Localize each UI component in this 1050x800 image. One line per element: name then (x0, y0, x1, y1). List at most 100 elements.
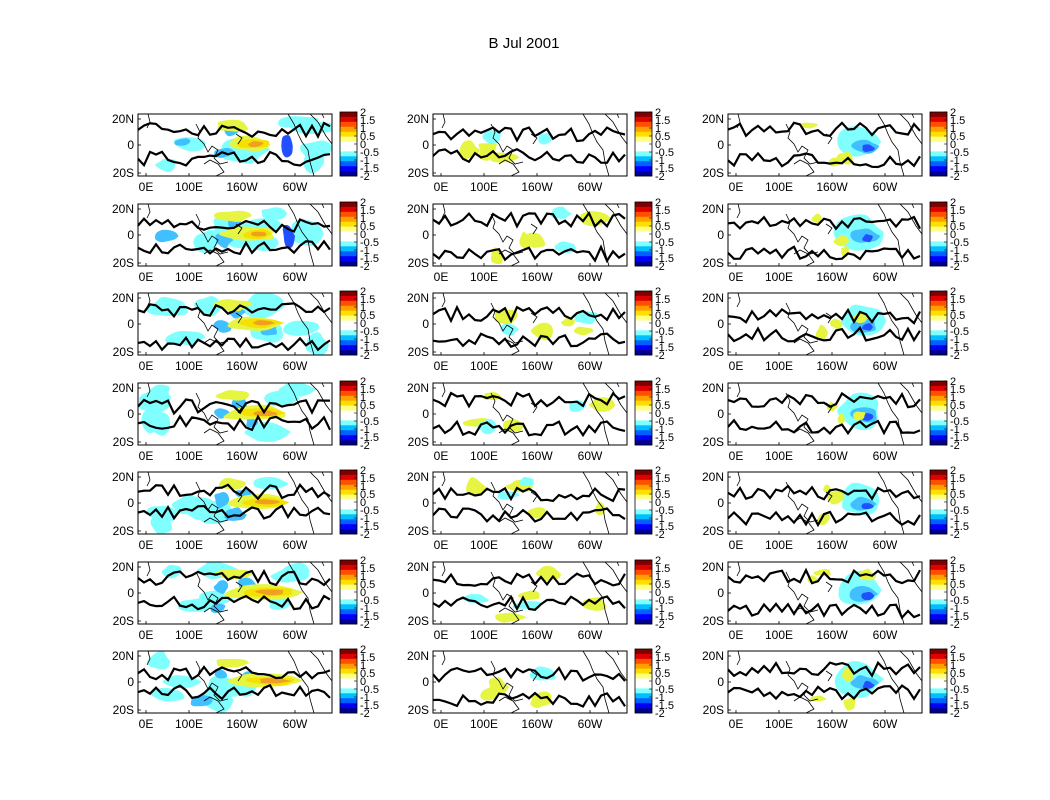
coastline (736, 651, 741, 666)
colorbar-tick-label: 2 (950, 107, 956, 119)
zero-contour (138, 414, 331, 432)
anomaly-region (561, 317, 576, 327)
map-panel-r6c2: 20N 0 20S 0E 100E 160W 60W (407, 560, 628, 642)
zero-contour (433, 126, 626, 143)
coastline (235, 223, 243, 235)
colorbar-swatch (930, 340, 947, 346)
colorbar-swatch (340, 569, 357, 576)
colorbar-tick-label: -1 (655, 603, 665, 615)
colorbar-swatch (340, 241, 357, 247)
coastline (309, 114, 332, 145)
colorbar-tick-label: 2 (655, 644, 661, 656)
colorbar-tick-label: 0.5 (655, 668, 670, 680)
colorbar-swatch (340, 226, 357, 232)
colorbar-swatch (930, 420, 947, 426)
colorbar-tick-label: 2 (950, 197, 956, 209)
colorbar-tick-label: 0 (655, 497, 661, 509)
colorbar-swatch (930, 236, 947, 242)
coastline (235, 491, 243, 503)
anomaly-region (843, 697, 856, 711)
colorbar-swatch (635, 584, 652, 590)
colorbar: 21.510.50-0.5-1-1.5-2 (929, 107, 969, 183)
x-tick-label: 0E (729, 270, 744, 284)
colorbar-swatch (930, 136, 947, 142)
coastline (582, 204, 610, 266)
colorbar-swatch (340, 663, 357, 669)
colorbar-swatch (930, 295, 947, 302)
y-tick-label: 20S (703, 524, 724, 538)
colorbar: 21.510.50-0.5-1-1.5-2 (339, 376, 379, 452)
colorbar-tick-label: 0 (360, 229, 366, 241)
x-tick-label: 160W (226, 270, 258, 284)
anomaly-region (264, 390, 300, 406)
coastline (616, 293, 620, 298)
colorbar-tick-label: -1 (950, 245, 960, 257)
coastline (530, 223, 538, 235)
y-tick-label: 0 (422, 586, 429, 600)
x-tick-label: 160W (226, 359, 258, 373)
x-tick-label: 100E (175, 359, 203, 373)
anomaly-region (237, 293, 284, 320)
colorbar-tick-label: 1.5 (950, 563, 965, 575)
colorbar-tick-label: 2 (950, 555, 956, 567)
colorbar-tick-label: 2 (655, 107, 661, 119)
colorbar-tick-label: 1 (360, 660, 366, 672)
x-tick-label: 100E (175, 538, 203, 552)
y-tick-label: 0 (717, 675, 724, 689)
colorbar-swatch (340, 474, 357, 481)
x-tick-label: 160W (521, 449, 553, 463)
anomaly-region (214, 668, 228, 679)
x-tick-label: 0E (139, 717, 154, 731)
coastline (235, 670, 243, 682)
colorbar-tick-label: 2 (950, 644, 956, 656)
anomaly-region (551, 206, 573, 219)
colorbar-swatch (930, 688, 947, 694)
coastline (899, 293, 922, 324)
colorbar-swatch (340, 261, 357, 267)
colorbar-swatch (340, 236, 357, 242)
map-panel-r2c1: 20N 0 20S 0E 100E 160W 60W (112, 202, 333, 284)
colorbar-swatch (930, 126, 947, 132)
colorbar-tick-label: 0 (360, 587, 366, 599)
colorbar-tick-label: 1.5 (950, 294, 965, 306)
x-tick-label: 60W (578, 538, 603, 552)
anomaly-region (589, 397, 616, 412)
colorbar-swatch (340, 658, 357, 665)
x-tick-label: 0E (434, 538, 449, 552)
colorbar-tick-label: -0.5 (950, 505, 969, 517)
colorbar-swatch (930, 519, 947, 525)
coastline (582, 383, 610, 445)
colorbar-tick-label: -0.5 (950, 416, 969, 428)
colorbar-tick-label: 1.5 (950, 473, 965, 485)
colorbar-swatch (930, 484, 947, 490)
colorbar-swatch (635, 519, 652, 525)
colorbar-tick-label: 0 (655, 229, 661, 241)
colorbar-swatch (635, 395, 652, 401)
zero-contour (433, 147, 626, 164)
colorbar-swatch (635, 146, 652, 152)
colorbar-swatch (340, 131, 357, 137)
coastline (490, 302, 524, 344)
colorbar: 21.510.50-0.5-1-1.5-2 (339, 197, 379, 273)
anomaly-region (488, 677, 510, 695)
anomaly-region (801, 122, 818, 129)
y-tick-label: 20S (703, 435, 724, 449)
anomaly-region (530, 700, 546, 708)
colorbar: 21.510.50-0.5-1-1.5-2 (634, 644, 674, 720)
map-panel-r5c3: 20N 0 20S 0E 100E 160W 60W (702, 470, 923, 552)
colorbar-swatch (930, 395, 947, 401)
y-tick-label: 0 (422, 228, 429, 242)
colorbar-tick-label: 2 (655, 376, 661, 388)
y-tick-label: 20S (408, 166, 429, 180)
anomaly-region (466, 477, 486, 497)
colorbar: 21.510.50-0.5-1-1.5-2 (634, 286, 674, 362)
y-tick-label: 0 (127, 586, 134, 600)
colorbar-swatch (635, 474, 652, 481)
colorbar-tick-label: -1 (655, 334, 665, 346)
colorbar-swatch (340, 484, 357, 490)
colorbar-tick-label: 1 (655, 123, 661, 135)
colorbar-tick-label: 0.5 (655, 131, 670, 143)
colorbar-tick-label: -0.5 (655, 416, 674, 428)
colorbar-tick-label: 1.5 (655, 652, 670, 664)
zero-contour (138, 121, 331, 139)
